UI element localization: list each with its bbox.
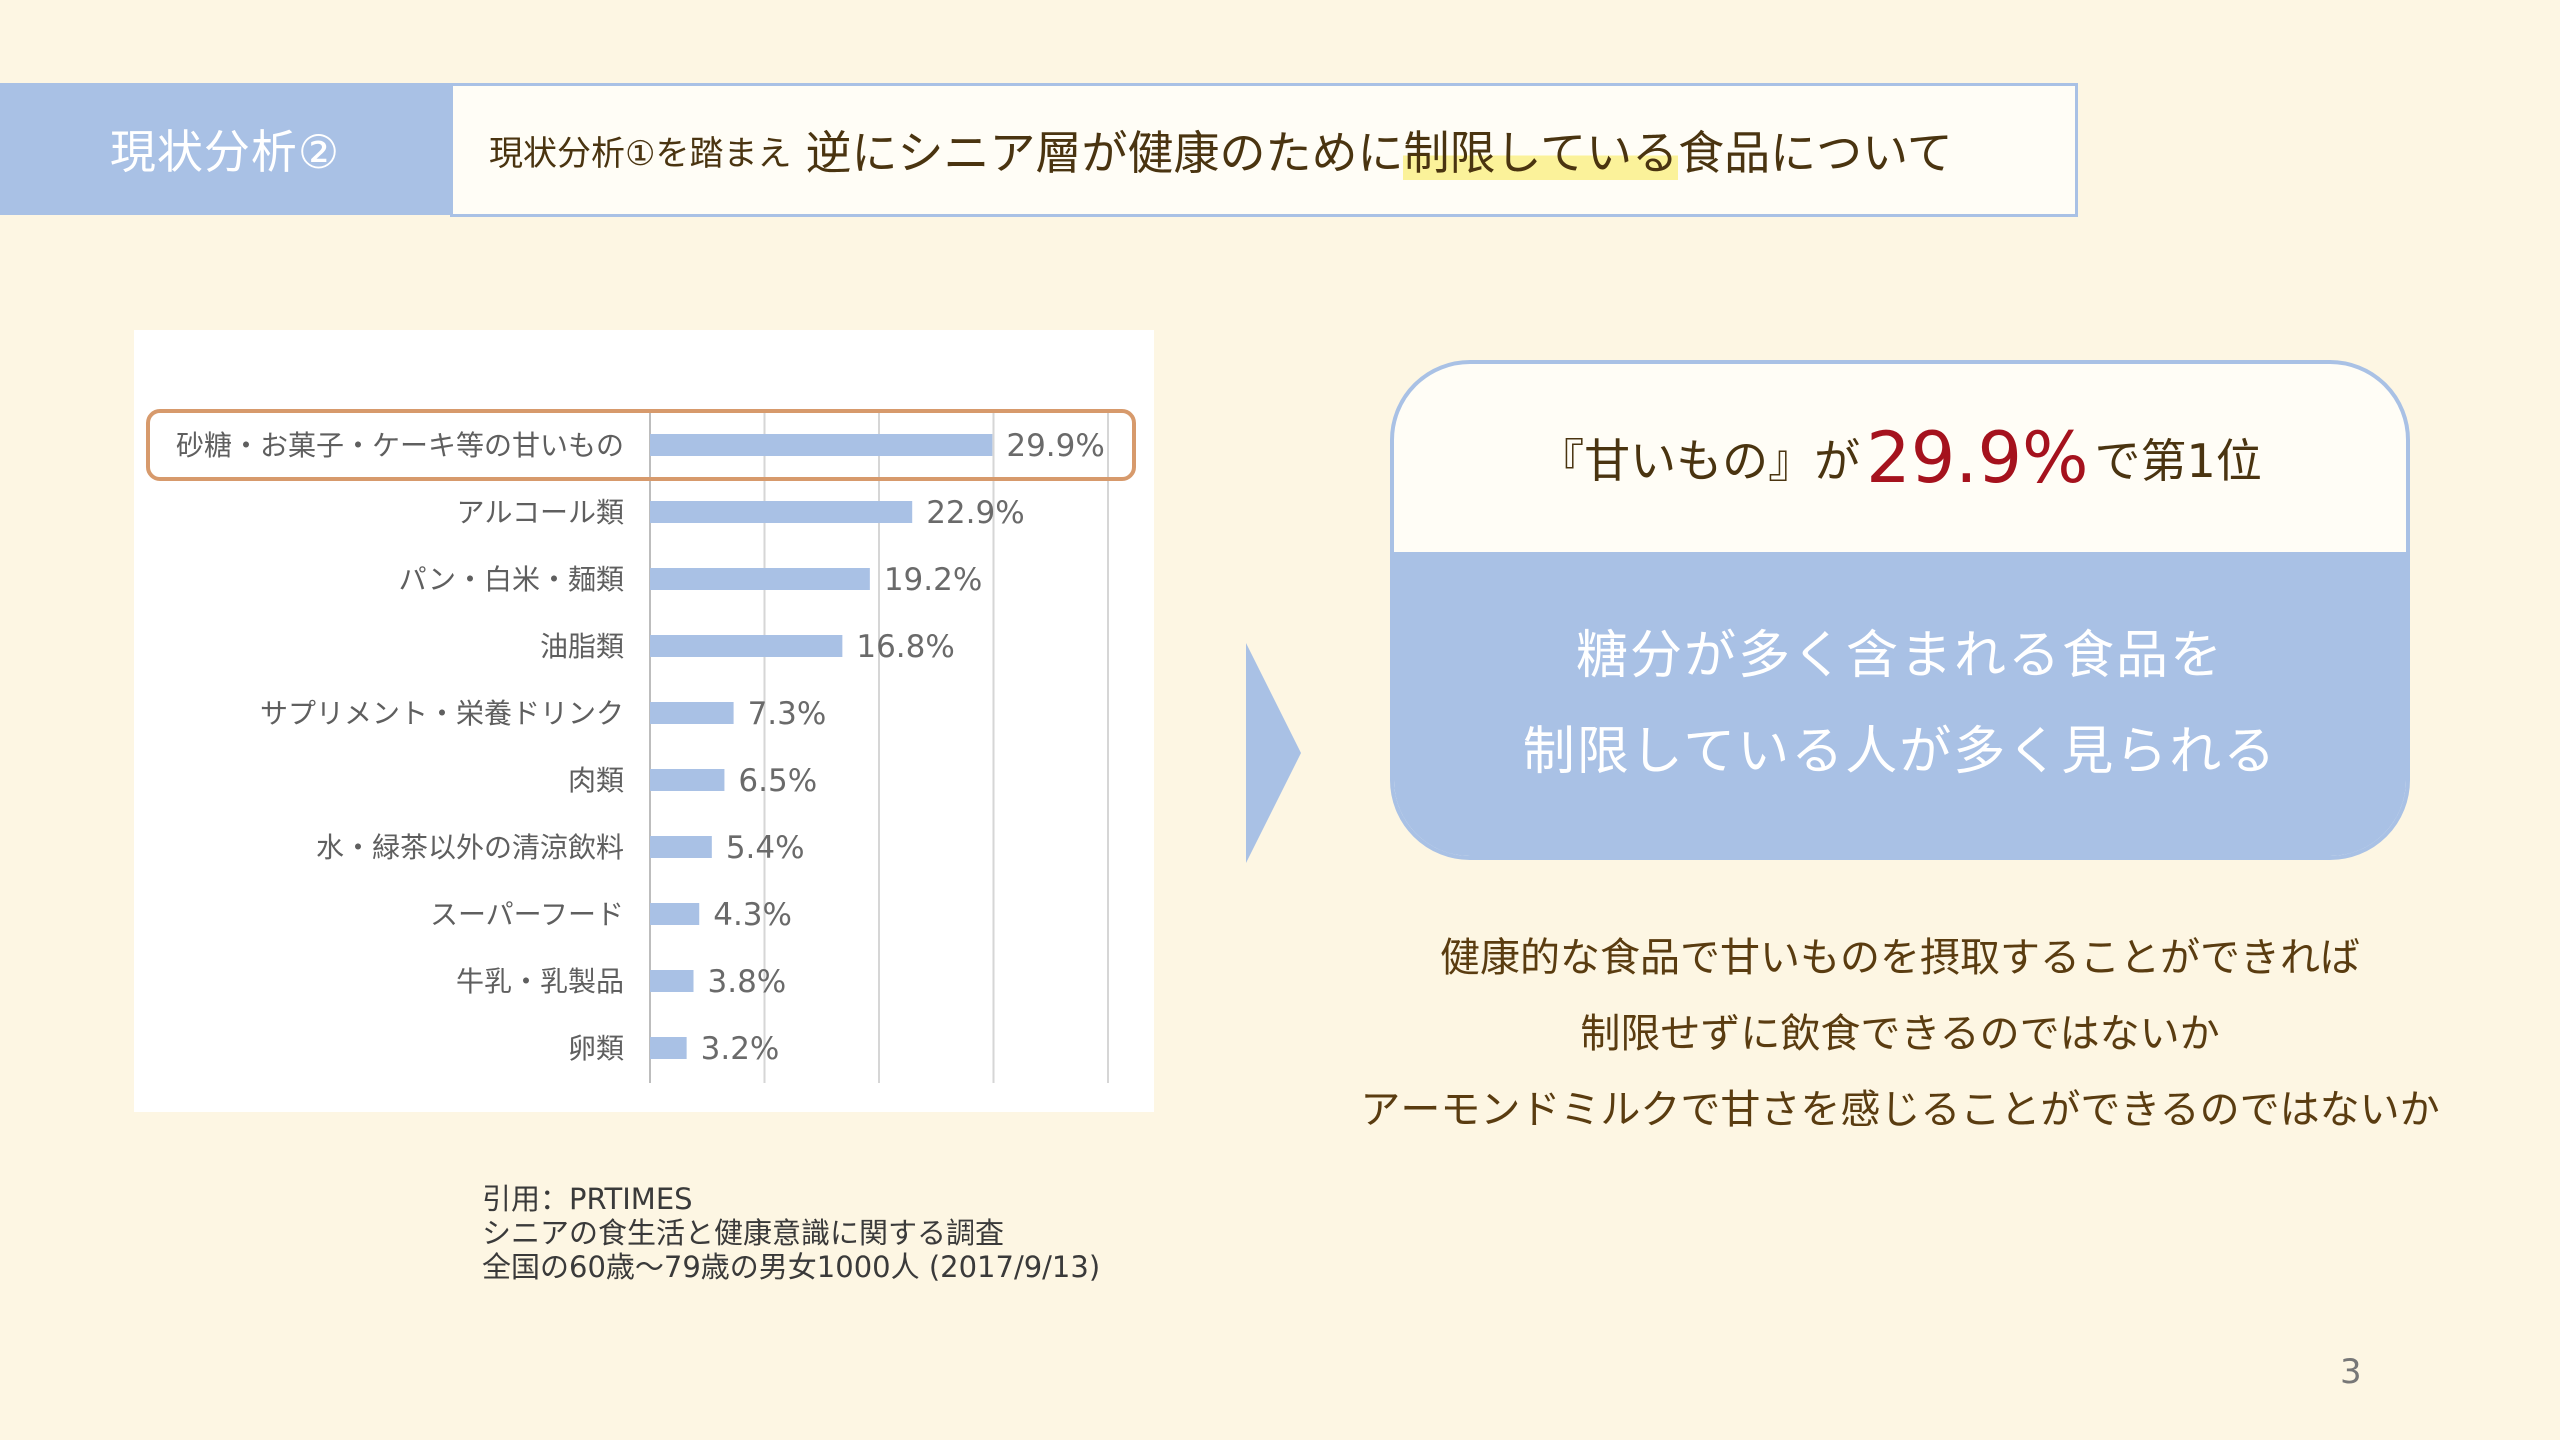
data-label: 3.2% bbox=[701, 1031, 780, 1067]
category-label: スーパーフード bbox=[430, 898, 624, 931]
title-main-highlight: 制限している bbox=[1403, 126, 1679, 180]
callout-body-line-2: 制限している人が多く見られる bbox=[1522, 722, 2278, 782]
bar bbox=[650, 702, 734, 724]
section-tab: 現状分析② bbox=[0, 83, 450, 215]
source-line-3: 全国の60歳〜79歳の男女1000人 (2017/9/13) bbox=[482, 1250, 1101, 1284]
note-line-3: アーモンドミルクで甘さを感じることができるのではないか bbox=[1360, 1087, 2440, 1133]
callout-headline-after: で第1位 bbox=[2094, 434, 2262, 488]
callout-body-line-1: 糖分が多く含まれる食品を bbox=[1575, 626, 2224, 686]
data-label: 6.5% bbox=[738, 763, 817, 799]
note-line-2: 制限せずに飲食できるのではないか bbox=[1580, 1011, 2220, 1057]
category-label: 砂糖・お菓子・ケーキ等の甘いもの bbox=[176, 429, 624, 462]
bar bbox=[650, 1037, 687, 1059]
title-main-before: 逆にシニア層が健康のために bbox=[805, 126, 1404, 180]
source-line-2: シニアの食生活と健康意識に関する調査 bbox=[482, 1216, 1005, 1250]
category-label: 肉類 bbox=[568, 764, 624, 797]
category-label: アルコール類 bbox=[457, 496, 624, 529]
bar bbox=[650, 970, 694, 992]
bar bbox=[650, 769, 725, 791]
title-main-after: 食品について bbox=[1678, 126, 1953, 180]
category-label: 牛乳・乳製品 bbox=[456, 965, 624, 998]
bar bbox=[650, 836, 712, 858]
data-label: 3.8% bbox=[708, 964, 787, 1000]
callout-headline-before: 『甘いもの』が bbox=[1538, 434, 1861, 488]
bar bbox=[650, 903, 700, 925]
bar-chart: 砂糖・お菓子・ケーキ等の甘いもの 29.9% アルコール類 22.9% パン・白米・麺類… bbox=[134, 330, 1154, 1112]
callout-headline: 『甘いもの』が 29.9% で第1位 bbox=[1394, 364, 2406, 552]
source-citation: 引用：PRTIMES シニアの食生活と健康意識に関する調査 全国の60歳〜79歳… bbox=[482, 1182, 1100, 1284]
note-line-1: 健康的な食品で甘いものを摂取することができれば bbox=[1440, 935, 2360, 981]
bar bbox=[650, 635, 843, 657]
bar-chart-svg: 砂糖・お菓子・ケーキ等の甘いもの 29.9% アルコール類 22.9% パン・白米・麺類… bbox=[146, 409, 1136, 1083]
data-label: 7.3% bbox=[748, 696, 827, 732]
highlight-frame bbox=[146, 409, 1136, 481]
bar bbox=[650, 434, 993, 456]
callout-headline-percent: 29.9% bbox=[1866, 417, 2089, 499]
category-label: パン・白米・麺類 bbox=[399, 563, 624, 596]
result-callout: 『甘いもの』が 29.9% で第1位 糖分が多く含まれる食品を 制限している人が… bbox=[1390, 360, 2410, 860]
data-label: 29.9% bbox=[1006, 428, 1104, 464]
data-label: 5.4% bbox=[726, 830, 805, 866]
data-label: 19.2% bbox=[884, 562, 982, 598]
callout-body: 糖分が多く含まれる食品を 制限している人が多く見られる bbox=[1394, 552, 2406, 856]
slide-title: 現状分析①を踏まえ 逆にシニア層が健康のために制限している食品について bbox=[450, 83, 2078, 217]
data-label: 4.3% bbox=[713, 897, 792, 933]
page-number: 3 bbox=[2340, 1352, 2362, 1392]
arrow-right-icon bbox=[1246, 643, 1301, 863]
data-label: 16.8% bbox=[856, 629, 954, 665]
source-line-1: 引用：PRTIMES bbox=[482, 1182, 693, 1216]
category-label: 油脂類 bbox=[540, 630, 624, 663]
title-main: 逆にシニア層が健康のために制限している食品について bbox=[805, 117, 1953, 183]
category-label: 水・緑茶以外の清涼飲料 bbox=[316, 831, 624, 864]
bar bbox=[650, 501, 913, 523]
section-tab-label: 現状分析② bbox=[109, 125, 341, 179]
data-label: 22.9% bbox=[926, 495, 1024, 531]
conclusion-notes: 健康的な食品で甘いものを摂取することができれば 制限せずに飲食できるのではないか… bbox=[1300, 920, 2500, 1148]
category-label: サプリメント・栄養ドリンク bbox=[260, 697, 624, 730]
category-label: 卵類 bbox=[568, 1032, 624, 1065]
title-prefix: 現状分析①を踏まえ bbox=[489, 133, 792, 174]
bar bbox=[650, 568, 870, 590]
